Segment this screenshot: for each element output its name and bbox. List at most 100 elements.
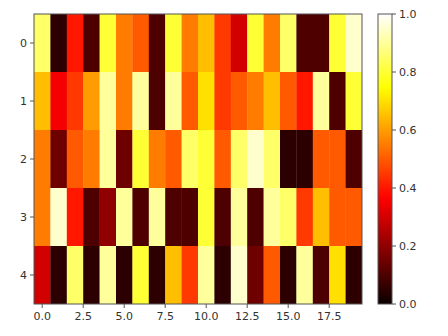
- cell: [83, 72, 100, 130]
- cell: [313, 188, 330, 246]
- cell: [83, 14, 100, 72]
- cell: [346, 72, 362, 130]
- y-tick: [30, 217, 34, 218]
- cell: [198, 14, 215, 72]
- cell: [247, 72, 264, 130]
- cell: [231, 188, 248, 246]
- y-tick-label: 4: [20, 269, 27, 282]
- cell: [264, 72, 281, 130]
- cell: [296, 72, 313, 130]
- cell: [313, 14, 330, 72]
- cell: [67, 188, 84, 246]
- cell: [346, 130, 362, 188]
- cell: [182, 14, 199, 72]
- cell: [296, 246, 313, 304]
- cell: [329, 14, 346, 72]
- cell: [34, 246, 51, 304]
- x-tick-label: 2.5: [74, 310, 92, 323]
- cell: [280, 14, 297, 72]
- cell: [296, 188, 313, 246]
- x-tick-label: 15.0: [276, 310, 301, 323]
- cell: [100, 188, 117, 246]
- cell: [132, 72, 149, 130]
- cell: [296, 14, 313, 72]
- cell: [149, 130, 166, 188]
- cell: [34, 14, 51, 72]
- colorbar-tick: [392, 304, 396, 305]
- cell: [280, 246, 297, 304]
- x-tick-label: 12.5: [235, 310, 260, 323]
- cell: [149, 14, 166, 72]
- cell: [100, 14, 117, 72]
- cell: [296, 130, 313, 188]
- cell: [214, 130, 231, 188]
- y-tick: [30, 159, 34, 160]
- cell: [165, 72, 182, 130]
- cell: [149, 72, 166, 130]
- cell: [50, 14, 67, 72]
- colorbar-tick: [392, 246, 396, 247]
- cell: [214, 72, 231, 130]
- cell: [313, 246, 330, 304]
- cell: [247, 14, 264, 72]
- cell: [198, 72, 215, 130]
- cell: [83, 188, 100, 246]
- cell: [198, 130, 215, 188]
- cell: [346, 246, 362, 304]
- x-tick-label: 0.0: [33, 310, 51, 323]
- cell: [116, 246, 133, 304]
- cell: [280, 188, 297, 246]
- colorbar-tick-label: 0.2: [399, 240, 417, 253]
- chart: 0.02.55.07.510.012.515.017.5012340.00.20…: [0, 0, 448, 336]
- colorbar-tick: [392, 188, 396, 189]
- plot-frame: [34, 14, 362, 304]
- cell: [149, 188, 166, 246]
- cell: [34, 188, 51, 246]
- cell: [165, 246, 182, 304]
- cell: [34, 72, 51, 130]
- colorbar-tick: [392, 14, 396, 15]
- cell: [149, 246, 166, 304]
- cell: [116, 130, 133, 188]
- colorbar: [378, 14, 392, 304]
- cell: [50, 246, 67, 304]
- colorbar-tick-label: 0.8: [399, 66, 417, 79]
- cell: [67, 14, 84, 72]
- y-tick-label: 3: [20, 211, 27, 224]
- x-tick-label: 5.0: [115, 310, 133, 323]
- cell: [132, 14, 149, 72]
- y-tick-label: 0: [20, 37, 27, 50]
- colorbar-tick: [392, 72, 396, 73]
- cell: [67, 130, 84, 188]
- cell: [165, 188, 182, 246]
- cell: [231, 246, 248, 304]
- cell: [247, 246, 264, 304]
- cell: [182, 130, 199, 188]
- cell: [198, 188, 215, 246]
- cell: [280, 130, 297, 188]
- cell: [165, 130, 182, 188]
- colorbar-tick-label: 0.6: [399, 124, 417, 137]
- cell: [313, 72, 330, 130]
- x-tick: [288, 304, 289, 308]
- cell: [182, 72, 199, 130]
- cell: [116, 72, 133, 130]
- x-tick: [206, 304, 207, 308]
- cell: [247, 130, 264, 188]
- cell: [329, 130, 346, 188]
- colorbar-tick-label: 1.0: [399, 8, 417, 21]
- x-tick: [165, 304, 166, 308]
- cell: [264, 14, 281, 72]
- y-tick: [30, 43, 34, 44]
- cell: [83, 246, 100, 304]
- cell: [214, 188, 231, 246]
- cell: [329, 72, 346, 130]
- cell: [182, 188, 199, 246]
- cell: [247, 188, 264, 246]
- cell: [214, 246, 231, 304]
- cell: [198, 246, 215, 304]
- cell: [264, 188, 281, 246]
- cell: [34, 130, 51, 188]
- y-tick: [30, 101, 34, 102]
- cell: [132, 188, 149, 246]
